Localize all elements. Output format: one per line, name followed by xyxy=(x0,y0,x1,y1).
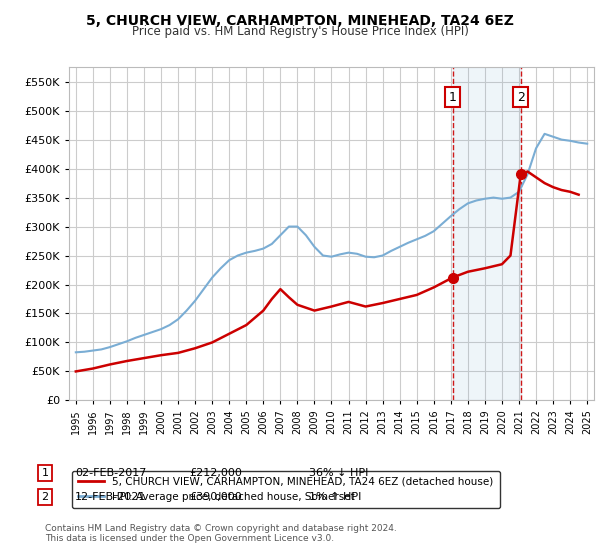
Text: Price paid vs. HM Land Registry's House Price Index (HPI): Price paid vs. HM Land Registry's House … xyxy=(131,25,469,38)
Text: 5, CHURCH VIEW, CARHAMPTON, MINEHEAD, TA24 6EZ: 5, CHURCH VIEW, CARHAMPTON, MINEHEAD, TA… xyxy=(86,14,514,28)
Text: 1: 1 xyxy=(41,468,49,478)
Text: Contains HM Land Registry data © Crown copyright and database right 2024.
This d: Contains HM Land Registry data © Crown c… xyxy=(45,524,397,543)
Bar xyxy=(452,67,521,400)
Legend: 5, CHURCH VIEW, CARHAMPTON, MINEHEAD, TA24 6EZ (detached house), HPI: Average pr: 5, CHURCH VIEW, CARHAMPTON, MINEHEAD, TA… xyxy=(71,470,500,508)
Text: 36% ↓ HPI: 36% ↓ HPI xyxy=(309,468,368,478)
Text: 1% ↑ HPI: 1% ↑ HPI xyxy=(309,492,361,502)
Text: £212,000: £212,000 xyxy=(189,468,242,478)
Text: 2: 2 xyxy=(517,91,524,104)
Text: 2: 2 xyxy=(41,492,49,502)
Text: 02-FEB-2017: 02-FEB-2017 xyxy=(75,468,146,478)
Text: £390,000: £390,000 xyxy=(189,492,242,502)
Text: 1: 1 xyxy=(449,91,457,104)
Text: 12-FEB-2021: 12-FEB-2021 xyxy=(75,492,146,502)
